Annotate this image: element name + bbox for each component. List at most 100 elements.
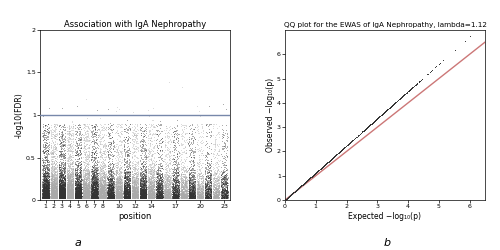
Point [64, 196, 72, 200]
Point [104, 186, 112, 190]
Point [368, 121, 376, 125]
Point [223, 148, 231, 152]
Point [97, 190, 105, 194]
Point [150, 185, 158, 189]
Point [198, 128, 206, 132]
Point [90, 194, 98, 198]
Point [66, 155, 74, 159]
Point [90, 193, 98, 197]
Point [288, 192, 296, 196]
Point [42, 179, 50, 183]
Point [147, 122, 155, 126]
Point [63, 194, 71, 198]
Point [98, 196, 106, 200]
Point [82, 191, 90, 195]
Point [79, 174, 87, 178]
Point [76, 196, 84, 200]
Point [358, 130, 366, 134]
Point [114, 179, 122, 183]
Point [46, 186, 54, 190]
Point [66, 178, 74, 182]
Point [94, 188, 102, 192]
Point [137, 195, 145, 199]
Point [89, 187, 97, 191]
Point [72, 178, 80, 182]
Point [46, 176, 54, 180]
Point [79, 187, 87, 191]
Point [139, 193, 147, 197]
Point [52, 122, 60, 126]
Point [287, 192, 295, 196]
Point [164, 154, 172, 158]
Point [221, 142, 229, 146]
Point [97, 194, 105, 198]
Point [190, 190, 198, 194]
Point [118, 176, 126, 180]
Point [82, 138, 90, 142]
Point [186, 186, 194, 190]
Point [134, 192, 141, 196]
Point [284, 196, 292, 200]
Point [196, 174, 204, 178]
Point [98, 194, 106, 198]
Point [196, 158, 204, 162]
Point [141, 133, 149, 137]
Point [115, 181, 123, 185]
Point [114, 187, 122, 191]
Point [51, 194, 59, 198]
Point [172, 166, 180, 170]
Point [109, 188, 117, 192]
Point [186, 179, 194, 183]
Point [88, 169, 96, 173]
Point [41, 183, 49, 187]
Point [114, 187, 122, 191]
Point [68, 192, 76, 196]
Point [106, 133, 114, 137]
Point [284, 196, 292, 200]
Point [291, 189, 299, 193]
Point [141, 184, 149, 188]
Point [203, 196, 211, 200]
Point [59, 124, 67, 128]
Point [141, 162, 149, 166]
Point [287, 193, 295, 197]
Point [50, 176, 58, 180]
Point [174, 154, 182, 158]
Point [148, 168, 156, 172]
Point [372, 118, 380, 122]
Point [178, 192, 186, 196]
Point [52, 183, 60, 187]
Point [44, 191, 52, 195]
Point [50, 183, 58, 187]
Point [376, 114, 384, 118]
Point [86, 196, 94, 200]
Point [286, 193, 294, 197]
Point [104, 142, 112, 146]
Point [52, 193, 60, 197]
Point [190, 156, 198, 160]
Point [96, 175, 104, 179]
Point [284, 195, 292, 199]
Point [99, 160, 107, 164]
Point [301, 180, 309, 184]
Point [190, 191, 198, 195]
Point [288, 192, 296, 196]
Point [137, 162, 145, 166]
Point [58, 183, 66, 187]
Point [44, 196, 52, 200]
Point [160, 188, 168, 192]
Point [282, 197, 290, 201]
Point [39, 164, 47, 168]
Point [291, 189, 299, 193]
Point [304, 178, 312, 182]
Point [52, 191, 60, 195]
Point [200, 184, 207, 188]
Point [170, 180, 178, 184]
Point [142, 190, 150, 194]
Point [287, 192, 295, 196]
Point [59, 128, 67, 132]
Point [64, 188, 72, 192]
Point [71, 186, 79, 190]
Point [302, 180, 310, 184]
Point [128, 179, 136, 183]
